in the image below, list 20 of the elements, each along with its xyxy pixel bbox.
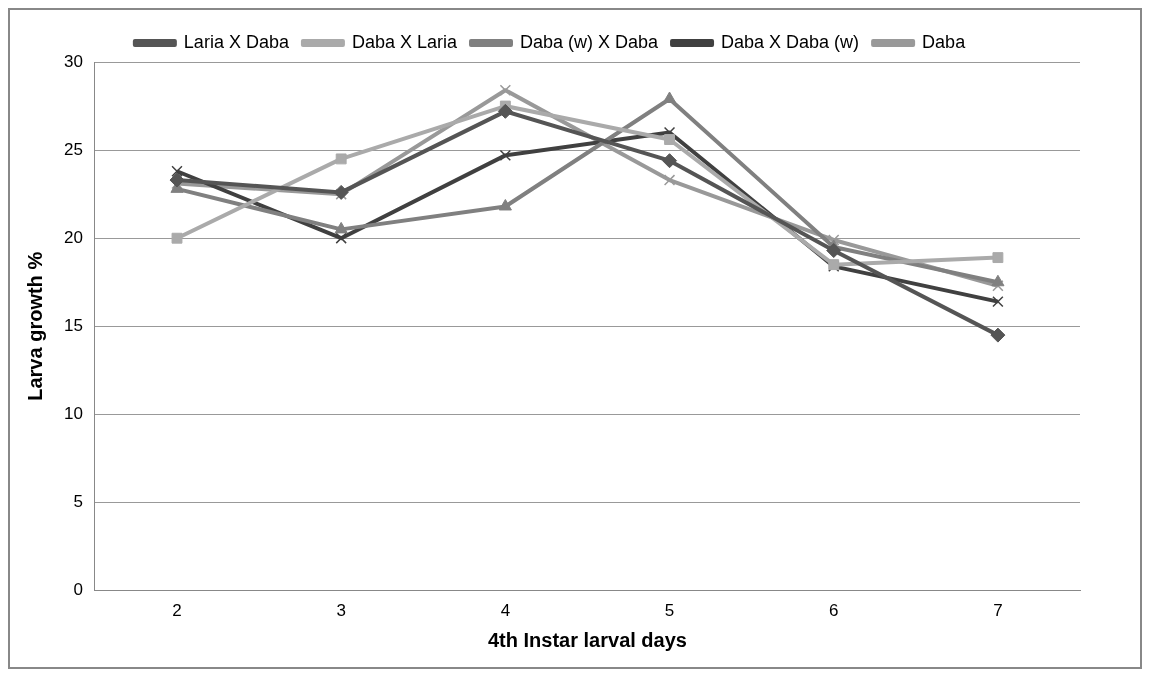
x-tick-label: 6: [828, 601, 839, 621]
y-tick-label: 10: [63, 404, 83, 424]
x-axis-title: 4th Instar larval days: [487, 628, 687, 651]
y-axis-title: Larva growth %: [23, 251, 46, 401]
y-tick-label: 25: [63, 139, 83, 159]
legend-label: Laria X Daba: [183, 31, 290, 52]
x-tick-label: 7: [993, 601, 1003, 621]
legend-label: Daba (w) X Daba: [519, 31, 660, 52]
y-tick-label: 30: [63, 51, 83, 71]
legend-label: Daba X Daba (w): [721, 31, 860, 52]
x-tick-label: 2: [172, 601, 182, 621]
y-tick-label: 15: [63, 315, 83, 335]
x-tick-label: 5: [664, 601, 675, 621]
legend-label: Daba: [922, 31, 967, 52]
y-tick-label: 5: [73, 492, 83, 512]
legend-label: Daba X Laria: [351, 31, 458, 52]
y-tick-label: 0: [73, 580, 83, 600]
x-tick-label: 3: [336, 601, 346, 621]
x-tick-label: 4: [500, 601, 511, 621]
y-tick-label: 20: [63, 227, 83, 247]
